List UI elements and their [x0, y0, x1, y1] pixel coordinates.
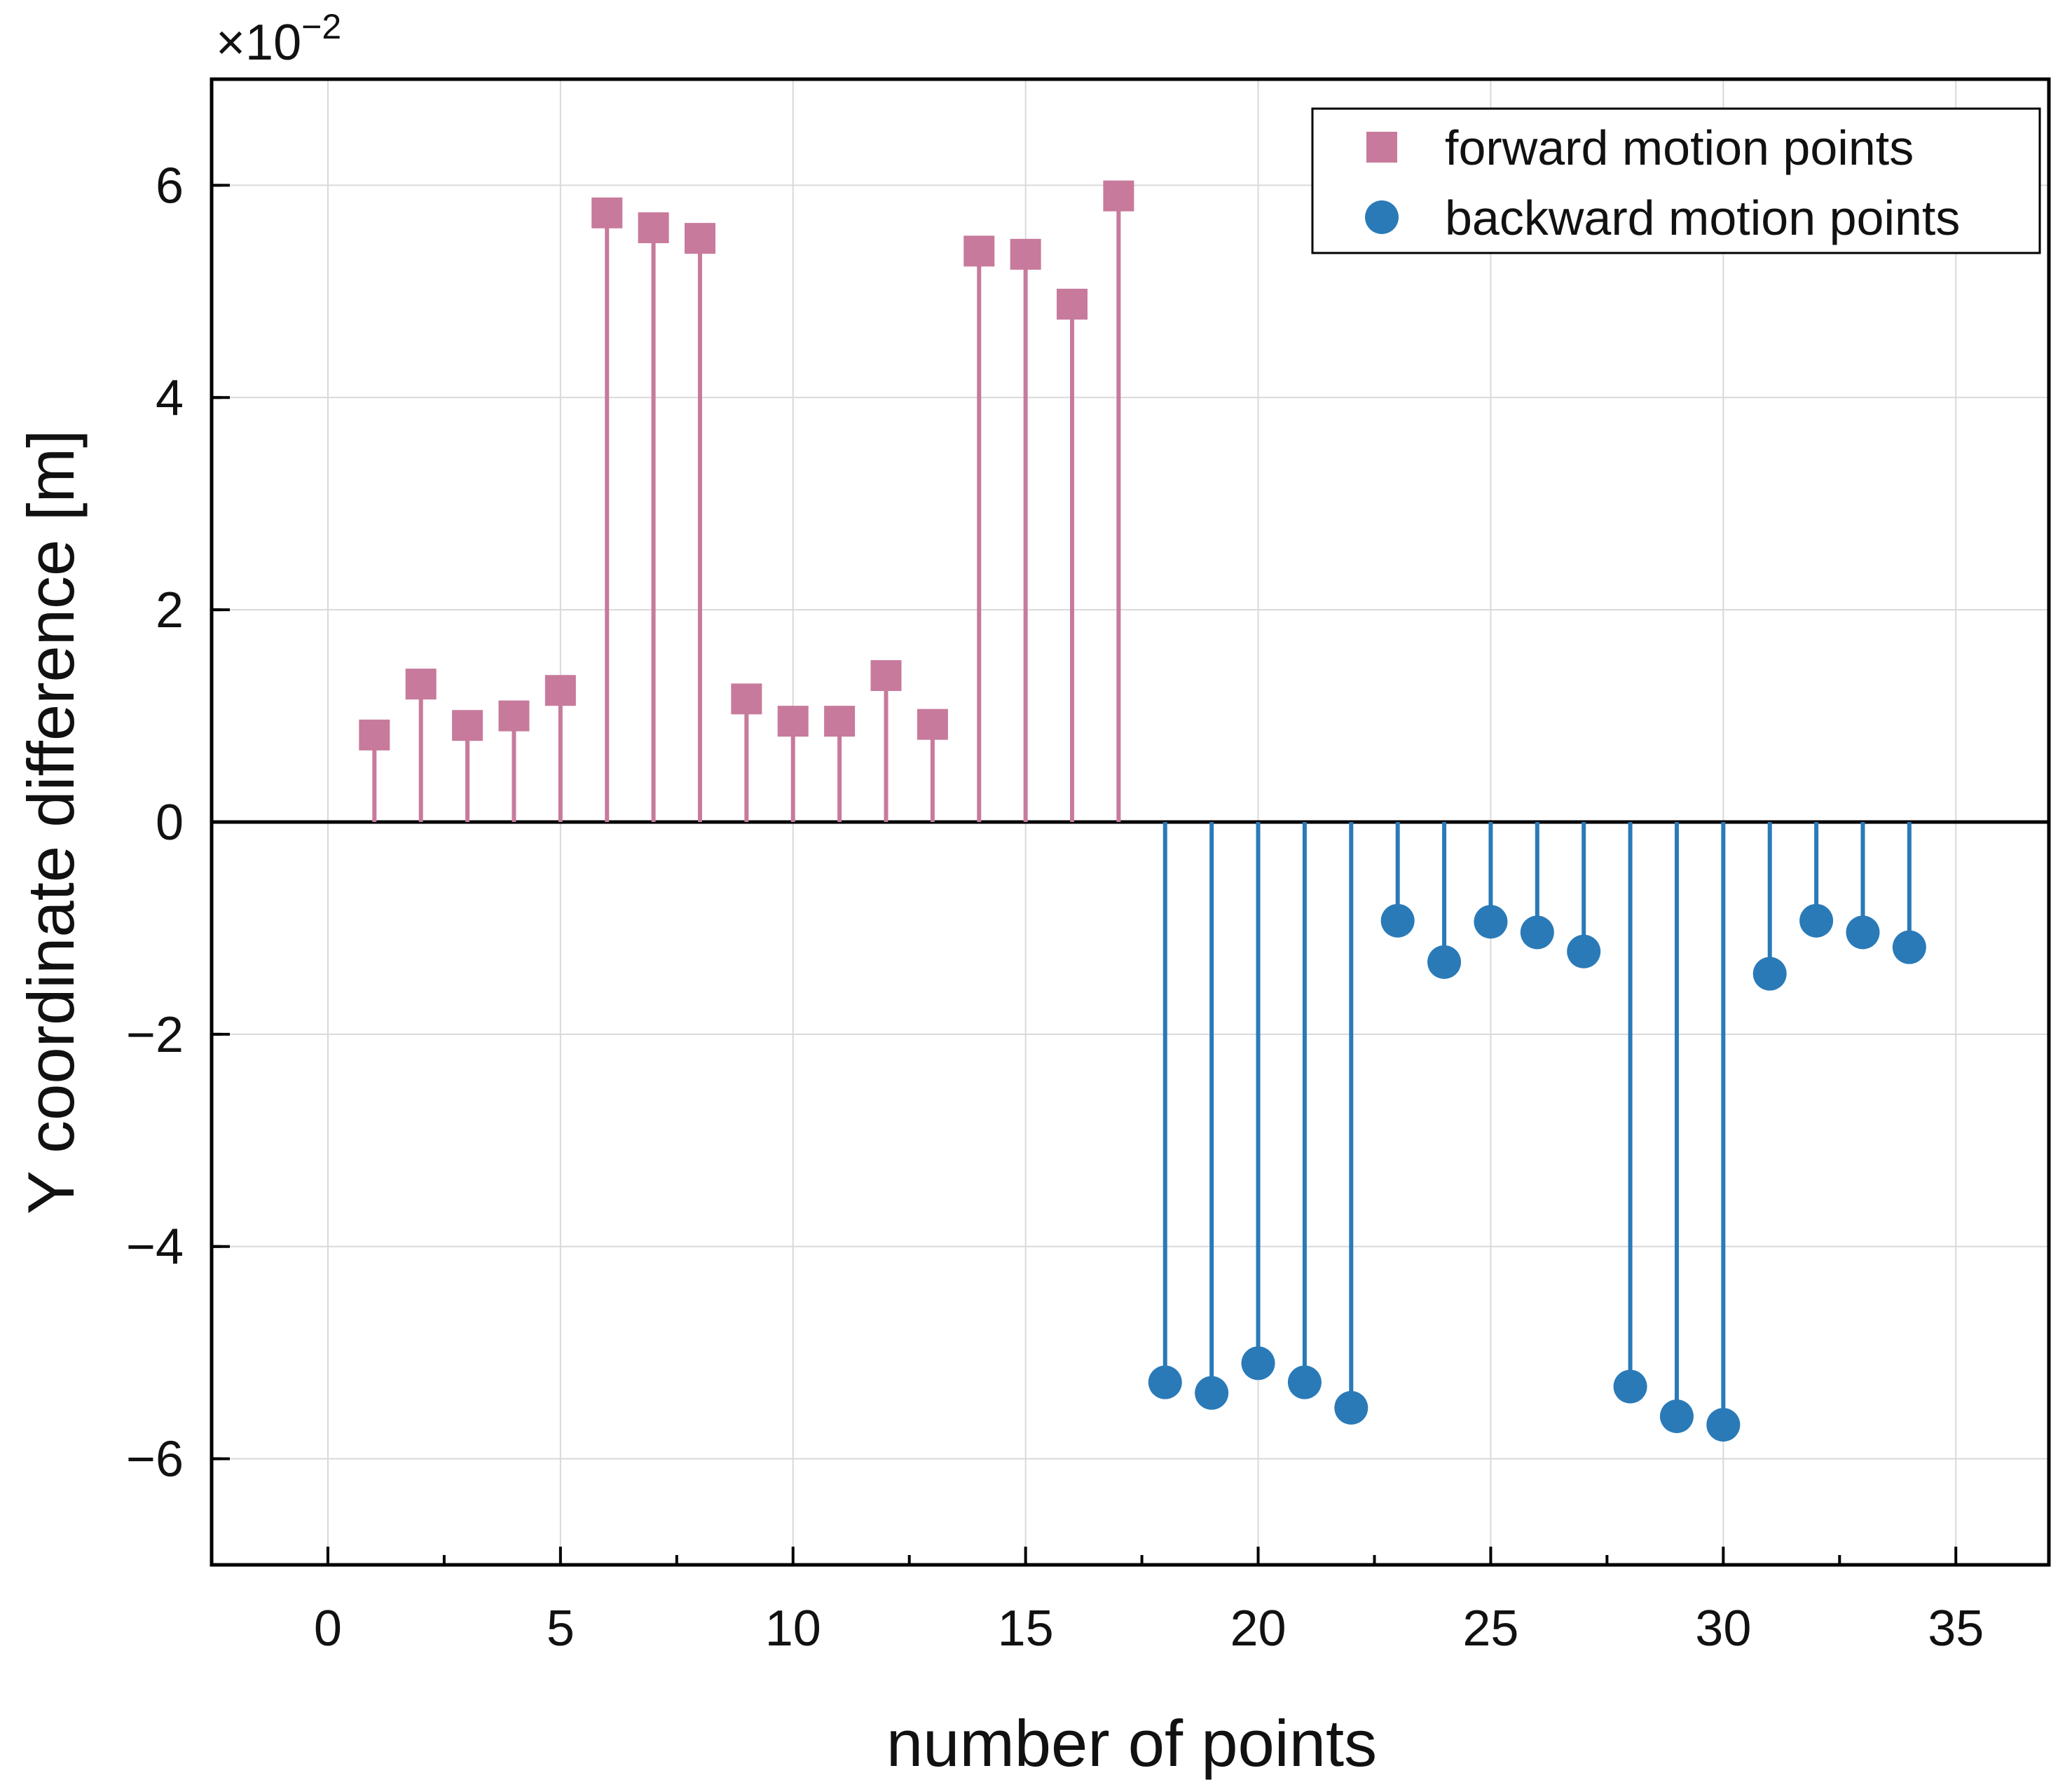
x-axis-title: number of points [886, 1706, 1377, 1780]
backward-point-marker [1706, 1408, 1741, 1442]
backward-point-marker [1241, 1346, 1275, 1381]
forward-point-marker [870, 660, 902, 692]
forward-point-marker [731, 683, 762, 715]
x-tick-label: 35 [1928, 1601, 1984, 1657]
forward-point-marker [405, 669, 437, 700]
backward-point-marker [1799, 903, 1834, 938]
y-axis-multiplier-exponent: −2 [301, 7, 341, 46]
y-tick-label: 4 [156, 370, 184, 426]
legend-circle-icon [1365, 200, 1399, 234]
legend: forward motion points backward motion poi… [1311, 107, 2041, 254]
grid [212, 79, 2049, 1565]
y-tick-label: 2 [156, 582, 184, 638]
plot-area [359, 180, 1926, 1442]
x-tick-label: 5 [547, 1601, 575, 1657]
legend-label: forward motion points [1445, 121, 1914, 175]
forward-point-marker [544, 675, 576, 706]
legend-box [1311, 107, 2041, 254]
forward-point-marker [452, 710, 483, 741]
backward-point-marker [1427, 945, 1462, 979]
backward-point-marker [1892, 930, 1926, 964]
x-tick-label: 20 [1230, 1601, 1286, 1657]
x-tick-label: 25 [1462, 1601, 1518, 1657]
forward-point-marker [638, 212, 669, 243]
forward-point-marker [359, 719, 390, 751]
x-tick-label: 10 [765, 1601, 821, 1657]
backward-point-marker [1659, 1399, 1694, 1433]
legend-label: backward motion points [1445, 191, 1960, 245]
y-tick-label: −2 [126, 1007, 184, 1063]
forward-point-marker [777, 706, 809, 737]
forward-point-marker [1057, 289, 1088, 320]
y-tick-label: 0 [156, 795, 184, 851]
backward-point-marker [1474, 905, 1508, 939]
backward-point-marker [1520, 915, 1554, 950]
y-tick-label: −6 [126, 1432, 184, 1488]
forward-point-marker [1010, 238, 1041, 270]
y-tick-label: 6 [156, 158, 184, 214]
y-axis-multiplier: ×10−2 [216, 7, 341, 71]
y-axis-title: Y coordinate difference [m] [14, 430, 88, 1214]
forward-point-marker [591, 197, 623, 228]
backward-point-marker [1846, 915, 1880, 950]
x-tick-label: 30 [1695, 1601, 1751, 1657]
backward-point-marker [1334, 1390, 1368, 1425]
y-tick-label: −4 [126, 1219, 184, 1275]
backward-point-marker [1195, 1376, 1229, 1410]
plot-frame [210, 77, 2051, 1567]
x-tick-label: 15 [998, 1601, 1054, 1657]
backward-point-marker [1613, 1369, 1647, 1404]
backward-point-marker [1380, 903, 1415, 938]
backward-point-marker [1567, 934, 1601, 968]
backward-point-marker [1148, 1365, 1182, 1399]
x-tick-label: 0 [314, 1601, 342, 1657]
forward-point-marker [498, 700, 530, 732]
forward-point-marker [1103, 180, 1134, 212]
backward-point-marker [1287, 1365, 1322, 1399]
forward-point-marker [684, 223, 715, 254]
forward-point-marker [917, 708, 948, 740]
backward-point-marker [1752, 957, 1787, 991]
forward-point-marker [963, 235, 995, 267]
legend-square-icon [1366, 132, 1397, 163]
forward-point-marker [824, 706, 856, 737]
